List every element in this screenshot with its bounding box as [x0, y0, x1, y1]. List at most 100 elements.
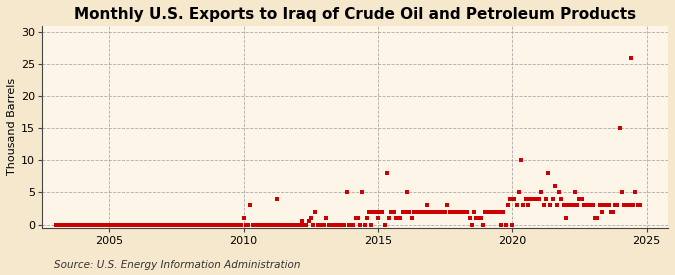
- Point: [218, 222, 229, 227]
- Point: [196, 222, 207, 227]
- Point: [88, 222, 99, 227]
- Point: [276, 222, 287, 227]
- Point: [90, 222, 101, 227]
- Point: [95, 222, 106, 227]
- Point: [194, 222, 205, 227]
- Point: [507, 222, 518, 227]
- Point: [543, 171, 554, 175]
- Point: [514, 190, 524, 195]
- Point: [344, 222, 354, 227]
- Point: [286, 222, 296, 227]
- Point: [475, 216, 486, 220]
- Text: Source: U.S. Energy Information Administration: Source: U.S. Energy Information Administ…: [54, 260, 300, 270]
- Point: [574, 197, 585, 201]
- Point: [592, 216, 603, 220]
- Point: [375, 210, 385, 214]
- Point: [388, 210, 399, 214]
- Point: [531, 197, 542, 201]
- Point: [138, 222, 148, 227]
- Point: [384, 216, 395, 220]
- Point: [585, 203, 596, 208]
- Point: [377, 210, 388, 214]
- Point: [462, 210, 473, 214]
- Point: [119, 222, 130, 227]
- Point: [500, 222, 511, 227]
- Point: [321, 216, 332, 220]
- Point: [202, 222, 213, 227]
- Point: [424, 210, 435, 214]
- Point: [279, 222, 290, 227]
- Point: [549, 184, 560, 188]
- Point: [57, 222, 68, 227]
- Point: [453, 210, 464, 214]
- Point: [551, 203, 562, 208]
- Point: [413, 210, 424, 214]
- Point: [216, 222, 227, 227]
- Point: [232, 222, 242, 227]
- Point: [603, 203, 614, 208]
- Point: [381, 171, 392, 175]
- Point: [227, 222, 238, 227]
- Point: [429, 210, 439, 214]
- Point: [485, 210, 495, 214]
- Point: [623, 203, 634, 208]
- Point: [167, 222, 178, 227]
- Point: [560, 216, 571, 220]
- Point: [605, 210, 616, 214]
- Point: [580, 203, 591, 208]
- Point: [628, 203, 639, 208]
- Point: [368, 210, 379, 214]
- Point: [480, 210, 491, 214]
- Point: [259, 222, 269, 227]
- Point: [417, 210, 428, 214]
- Point: [146, 222, 157, 227]
- Point: [332, 222, 343, 227]
- Point: [207, 222, 218, 227]
- Point: [478, 222, 489, 227]
- Point: [238, 216, 249, 220]
- Point: [223, 222, 234, 227]
- Point: [524, 197, 535, 201]
- Point: [209, 222, 220, 227]
- Point: [281, 222, 292, 227]
- Point: [393, 216, 404, 220]
- Point: [599, 203, 610, 208]
- Point: [102, 222, 113, 227]
- Point: [122, 222, 133, 227]
- Point: [502, 203, 513, 208]
- Point: [567, 203, 578, 208]
- Point: [578, 203, 589, 208]
- Point: [243, 222, 254, 227]
- Point: [359, 222, 370, 227]
- Point: [213, 222, 224, 227]
- Point: [66, 222, 77, 227]
- Point: [610, 203, 620, 208]
- Point: [529, 197, 540, 201]
- Point: [516, 158, 526, 163]
- Point: [290, 222, 300, 227]
- Point: [182, 222, 193, 227]
- Point: [256, 222, 267, 227]
- Point: [189, 222, 200, 227]
- Point: [220, 222, 231, 227]
- Point: [109, 222, 119, 227]
- Point: [427, 210, 437, 214]
- Point: [263, 222, 273, 227]
- Point: [171, 222, 182, 227]
- Point: [335, 222, 346, 227]
- Point: [198, 222, 209, 227]
- Point: [254, 222, 265, 227]
- Point: [70, 222, 81, 227]
- Point: [534, 197, 545, 201]
- Point: [176, 222, 186, 227]
- Point: [155, 222, 166, 227]
- Point: [509, 197, 520, 201]
- Point: [267, 222, 278, 227]
- Point: [296, 219, 307, 224]
- Point: [205, 222, 215, 227]
- Point: [449, 210, 460, 214]
- Point: [357, 190, 368, 195]
- Point: [133, 222, 144, 227]
- Point: [590, 216, 601, 220]
- Point: [330, 222, 341, 227]
